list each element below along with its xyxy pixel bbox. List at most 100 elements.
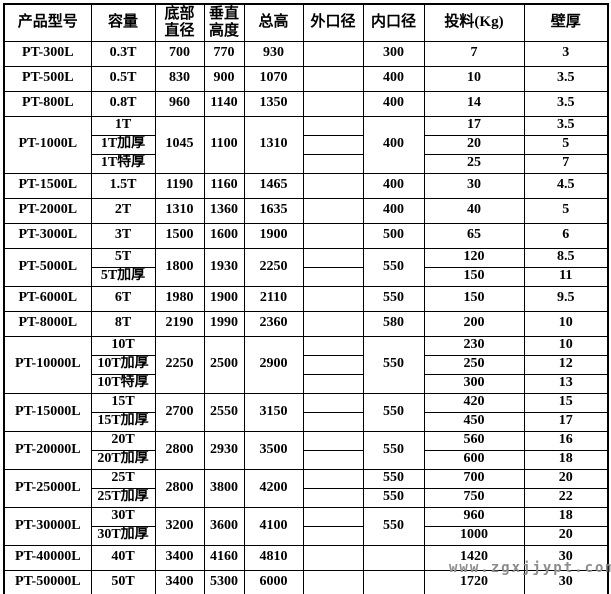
cell-bottom-diameter: 830 [154,65,205,92]
table-row: PT-15000L 15T 2700 2550 3150 550 420 15 [3,392,609,432]
cell-feed-kg: 40 [423,197,525,224]
cell-inner-diameter: 400 [362,65,425,92]
cell-vertical-height: 1100 [203,115,245,174]
cell-inner-diameter: 580 [362,310,425,337]
cell-total-height: 2900 [243,335,304,394]
cell-feed-kg: 230 [423,335,525,356]
cell-model: PT-30000L [3,506,92,546]
column-header-model-line: 产品型号 [17,14,78,31]
cell-total-height: 2250 [243,247,304,287]
cell-capacity: 50T [90,569,156,594]
cell-feed-kg: 120 [423,247,525,268]
cell-bottom-diameter: 3200 [154,506,205,546]
cell-inner-diameter: 550 [362,285,425,312]
cell-feed-kg: 20 [423,134,525,155]
cell-capacity: 0.5T [90,65,156,92]
table-row: PT-5000L 5T 1800 1930 2250 550 120 8.5 [3,247,609,287]
table-row: PT-30000L 30T 3200 3600 4100 550 960 18 [3,506,609,546]
cell-capacity: 15T加厚 [90,411,156,432]
cell-total-height: 1350 [243,90,304,117]
cell-outer-diameter [302,544,364,571]
table-row: PT-2000L 2T 1310 1360 1635 400 40 5 [3,197,609,224]
cell-feed-kg: 150 [423,285,525,312]
cell-vertical-height: 1990 [203,310,245,337]
table-row: PT-1000L 1T 1045 1100 1310 400 17 3.5 [3,115,609,174]
cell-feed-kg: 30 [423,172,525,199]
cell-vertical-height: 1160 [203,172,245,199]
cell-wall-thickness: 10 [523,335,609,356]
cell-total-height: 4810 [243,544,304,571]
cell-vertical-height: 1140 [203,90,245,117]
table-row: PT-500L 0.5T 830 900 1070 400 10 3.5 [3,65,609,92]
cell-outer-diameter [302,134,364,155]
cell-outer-diameter [302,40,364,67]
cell-feed-kg: 600 [423,449,525,470]
cell-capacity: 25T [90,468,156,489]
table-row: 10T加厚 250 12 [4,354,609,375]
cell-total-height: 3150 [243,392,304,432]
cell-inner-diameter: 550 [362,468,425,489]
table-row: PT-300L 0.3T 700 770 930 300 7 3 [3,40,609,67]
cell-model: PT-15000L [3,392,92,432]
cell-total-height: 1310 [243,115,304,174]
cell-capacity: 0.3T [90,40,156,67]
cell-total-height: 1635 [243,197,304,224]
cell-model: PT-2000L [3,197,92,224]
cell-vertical-height: 2500 [203,335,245,394]
cell-wall-thickness: 12 [523,354,609,375]
cell-bottom-diameter: 1980 [154,285,205,312]
cell-bottom-diameter: 3400 [154,544,205,571]
cell-bottom-diameter: 3400 [154,569,205,594]
cell-model: PT-3000L [3,222,92,249]
cell-capacity: 1.5T [90,172,156,199]
cell-outer-diameter [302,153,364,174]
cell-outer-diameter [302,430,364,451]
cell-bottom-diameter: 2250 [154,335,205,394]
cell-wall-thickness: 8.5 [523,247,609,268]
column-header-total-line: 总高 [258,14,289,31]
column-header-inner-line: 内口径 [370,14,416,31]
column-header-wall: 壁厚 [523,3,609,42]
cell-capacity: 40T [90,544,156,571]
cell-wall-thickness: 15 [523,392,609,413]
cell-wall-thickness: 3.5 [523,90,609,117]
table-row: 25T加厚 550 750 22 [4,487,609,508]
cell-vertical-height: 1900 [203,285,245,312]
cell-wall-thickness: 17 [523,411,609,432]
cell-bottom-diameter: 960 [154,90,205,117]
cell-feed-kg: 1000 [423,525,525,546]
column-header-capacity: 容量 [90,3,156,42]
table-row: PT-20000L 20T 2800 2930 3500 550 560 16 [3,430,609,470]
column-header-outer: 外口径 [302,3,364,42]
cell-bottom-diameter: 1800 [154,247,205,287]
cell-bottom-diameter: 2700 [154,392,205,432]
cell-inner-diameter: 550 [362,392,425,432]
cell-capacity: 1T特厚 [90,153,156,174]
column-header-model: 产品型号 [3,3,92,42]
cell-inner-diameter: 400 [362,90,425,117]
cell-outer-diameter [302,569,364,594]
cell-total-height: 1465 [243,172,304,199]
cell-wall-thickness: 18 [523,449,609,470]
cell-outer-diameter [302,506,364,527]
cell-outer-diameter [302,222,364,249]
cell-total-height: 1900 [243,222,304,249]
cell-bottom-diameter: 700 [154,40,205,67]
column-header-vertical: 垂直 高度 [203,3,245,42]
cell-model: PT-500L [3,65,92,92]
cell-capacity: 2T [90,197,156,224]
cell-wall-thickness: 30 [523,569,609,594]
cell-outer-diameter [302,373,364,394]
cell-outer-diameter [302,172,364,199]
cell-model: PT-1000L [3,115,92,174]
table-row: PT-1500L 1.5T 1190 1160 1465 400 30 4.5 [3,172,609,199]
spec-table-body: PT-300L 0.3T 700 770 930 300 7 3 PT-500L 0.5T 830 9… [3,40,609,594]
table-row: PT-10000L 10T 2250 2500 2900 550 230 10 [3,335,609,394]
header-row: 产品型号 容量 底部 直径 垂直 高度 总高 外口径 内口径 投料(Kg) 壁厚 [3,3,609,42]
cell-outer-diameter [302,392,364,413]
cell-outer-diameter [302,65,364,92]
cell-bottom-diameter: 1310 [154,197,205,224]
cell-inner-diameter: 550 [362,247,425,287]
cell-inner-diameter: 550 [362,506,425,546]
column-header-outer-line: 外口径 [310,14,356,31]
